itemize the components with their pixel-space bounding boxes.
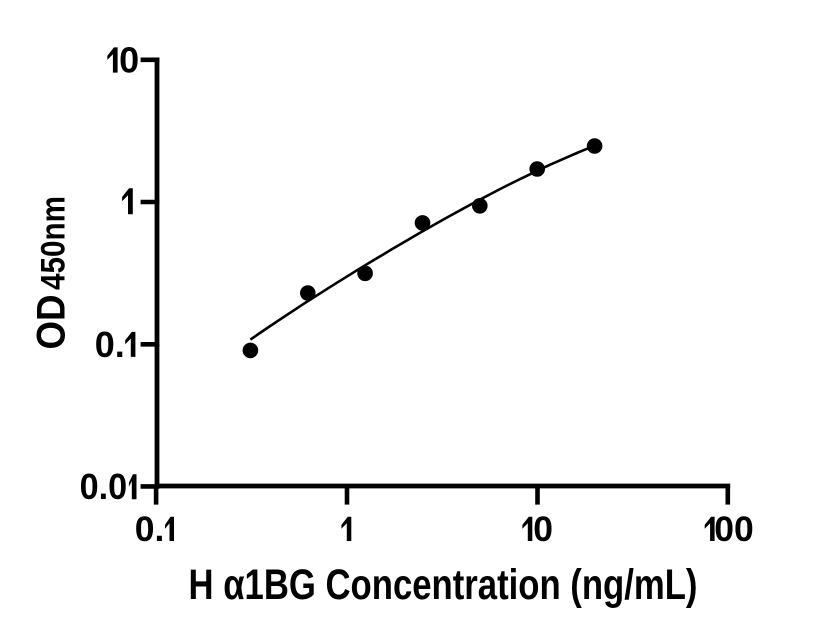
svg-text:0: 0 [533, 509, 553, 549]
svg-text:450nm: 450nm [34, 196, 72, 290]
svg-text:0.: 0. [95, 324, 125, 365]
svg-text:00: 00 [714, 509, 754, 549]
svg-text:H α1BG Concentration (ng/mL): H α1BG Concentration (ng/mL) [189, 562, 698, 609]
svg-text:OD: OD [29, 295, 73, 350]
svg-text:0.0: 0.0 [80, 466, 128, 507]
svg-text:0: 0 [119, 40, 139, 81]
svg-text:0.: 0. [135, 509, 165, 549]
